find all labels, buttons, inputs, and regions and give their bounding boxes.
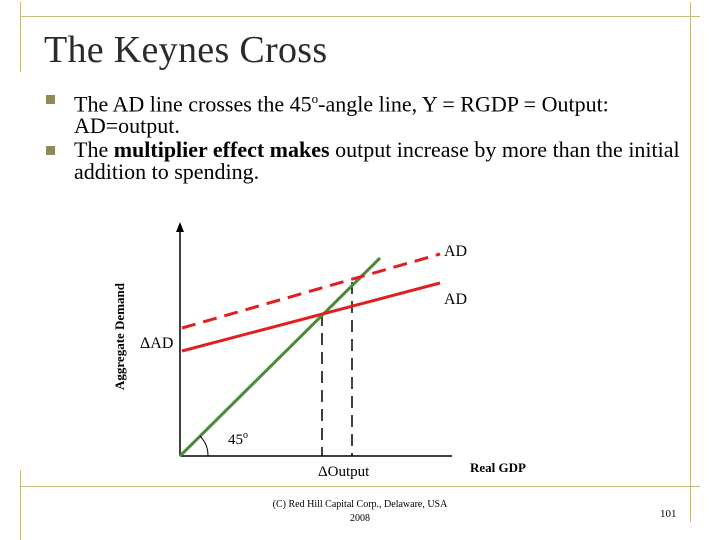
bullet-text-pre: The AD line crosses the 45: [74, 91, 312, 117]
slide-title: The Keynes Cross: [44, 29, 328, 71]
frame-top-rule: [20, 16, 700, 17]
bullet-text-pre: The: [74, 137, 114, 163]
delta-ad-label: ΔAD: [140, 335, 173, 352]
angle-label-value: 45: [228, 432, 243, 448]
angle-arc: [199, 435, 209, 457]
ad-line-original: [181, 281, 441, 353]
bullet-item: The multiplier effect makes output incre…: [40, 139, 680, 183]
ad-upper-label: AD: [444, 243, 467, 260]
ad-lower-label: AD: [444, 291, 467, 308]
footer-year: 2008: [350, 513, 370, 524]
delta-output-label: ΔOutput: [318, 464, 370, 480]
angle-label: 45o: [228, 430, 248, 448]
forty-five-degree-line: [178, 256, 382, 458]
footer-copyright: (C) Red Hill Capital Corp., Delaware, US…: [272, 499, 448, 510]
bullet-text-bold: multiplier effect makes: [113, 137, 330, 163]
ad-line-shifted: [181, 252, 441, 330]
bullet-text-post: -angle line, Y = RGDP = Output: AD=outpu…: [74, 91, 609, 139]
y-axis-arrow-icon: [176, 222, 184, 232]
bullet-marker-icon: [46, 95, 55, 104]
bullet-text-post: output increase by more than the initial…: [74, 137, 680, 185]
page-number: 101: [660, 508, 677, 520]
bullet-list: The AD line crosses the 45o-angle line, …: [40, 88, 680, 185]
x-axis-label: Real GDP: [470, 460, 526, 475]
y-axis-label: Aggregate Demand: [112, 282, 127, 390]
frame-left-rule-top: [20, 2, 21, 72]
frame-left-rule-bottom: [20, 470, 21, 540]
angle-label-degree: o: [243, 430, 248, 441]
frame-right-rule: [690, 2, 691, 522]
frame-bottom-rule: [20, 486, 700, 487]
bullet-item: The AD line crosses the 45o-angle line, …: [40, 88, 680, 137]
bullet-marker-icon: [46, 146, 55, 156]
degree-superscript: o: [311, 91, 319, 106]
footer: (C) Red Hill Capital Corp., Delaware, US…: [240, 498, 480, 526]
